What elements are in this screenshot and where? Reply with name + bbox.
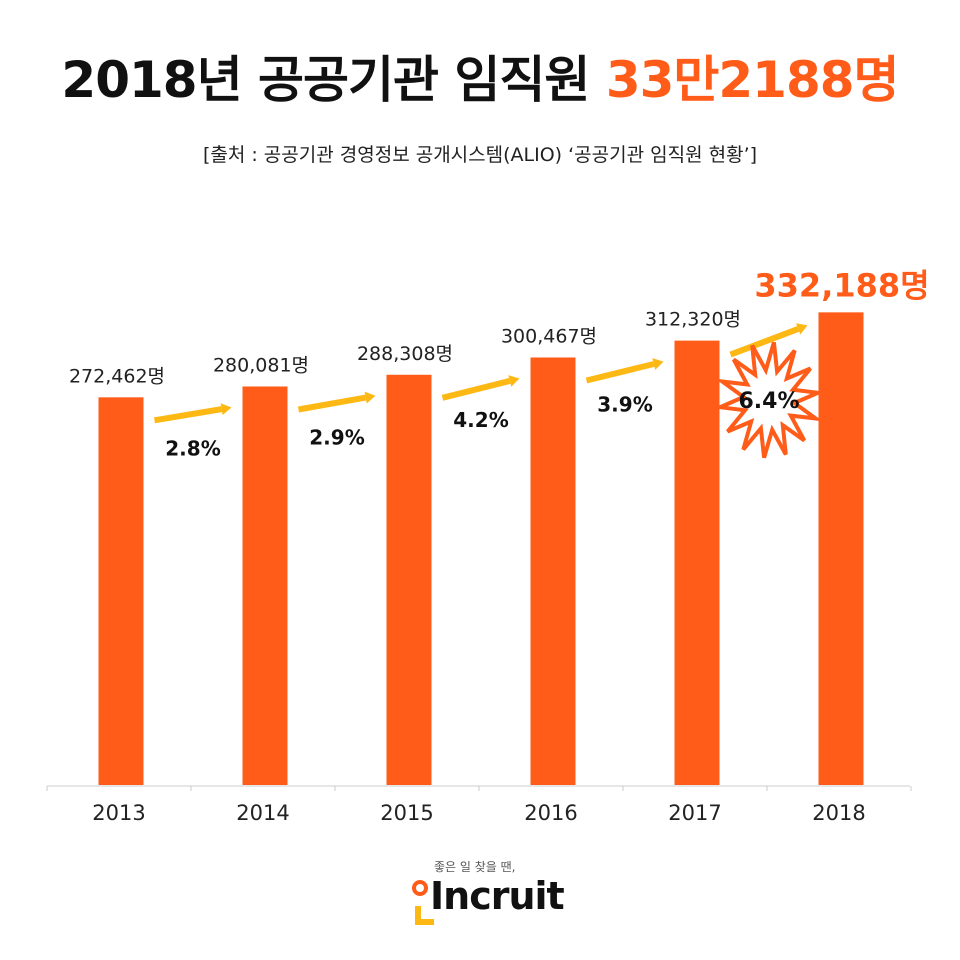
data-label: 312,320명 — [645, 309, 741, 331]
data-label: 272,462명 — [69, 365, 165, 387]
arrow-head-icon — [220, 403, 232, 416]
arrow-head-icon — [652, 358, 664, 370]
x-tick-label: 2013 — [92, 801, 145, 825]
growth-arrow — [729, 326, 800, 358]
growth-label: 2.8% — [165, 436, 220, 460]
x-tick-label: 2018 — [812, 801, 865, 825]
growth-label: 6.4% — [738, 389, 799, 414]
x-tick-label: 2017 — [668, 801, 721, 825]
title-text: 2018년 공공기관 임직원 — [61, 51, 606, 109]
growth-label: 3.9% — [597, 392, 652, 416]
growth-arrow — [441, 377, 511, 401]
bar-2013 — [98, 397, 144, 785]
arrow-head-icon — [796, 323, 808, 335]
bar-2017 — [674, 340, 720, 785]
x-tick-label: 2014 — [236, 801, 289, 825]
burst-icon — [712, 341, 826, 459]
x-tick-label: 2016 — [524, 801, 577, 825]
growth-arrow — [154, 406, 223, 424]
arrow-head-icon — [508, 375, 520, 387]
growth-label: 4.2% — [453, 408, 508, 432]
bar-2014 — [242, 386, 288, 785]
x-tick-label: 2015 — [380, 801, 433, 825]
growth-arrow — [297, 394, 367, 413]
growth-label: 2.9% — [309, 425, 364, 449]
bar-2018 — [818, 312, 864, 785]
data-label: 332,188명 — [754, 266, 929, 304]
logo-tagline: 좋은 일 찾을 땐, — [434, 860, 516, 874]
data-label: 288,308명 — [357, 343, 453, 365]
logo-brand: Incruit — [430, 874, 565, 918]
page-title: 2018년 공공기관 임직원 33만2188명 — [0, 40, 960, 112]
title-highlight: 33만2188명 — [605, 51, 900, 109]
bar-2015 — [386, 374, 432, 785]
logo-mark-icon — [412, 880, 434, 925]
growth-arrow — [585, 361, 655, 384]
incruit-logo: 좋은 일 찾을 땐, Incruit — [400, 858, 570, 938]
bar-2016 — [530, 357, 576, 785]
data-label: 300,467명 — [501, 325, 597, 347]
data-label: 280,081명 — [213, 354, 309, 376]
arrow-head-icon — [364, 391, 376, 404]
source-note: [출처 : 공공기관 경영정보 공개시스템(ALIO) ‘공공기관 임직원 현황… — [202, 144, 758, 166]
